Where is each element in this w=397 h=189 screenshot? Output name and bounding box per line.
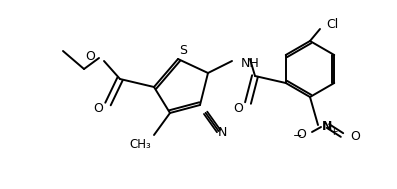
Text: O: O [85, 50, 95, 64]
Text: −: − [293, 131, 302, 141]
Text: Cl: Cl [326, 18, 338, 30]
Text: O: O [296, 129, 306, 142]
Text: N: N [322, 119, 332, 132]
Text: +: + [330, 127, 338, 137]
Text: S: S [179, 44, 187, 57]
Text: O: O [233, 101, 243, 115]
Text: CH₃: CH₃ [129, 139, 151, 152]
Text: N: N [218, 126, 227, 139]
Text: O: O [350, 129, 360, 143]
Text: O: O [93, 101, 103, 115]
Text: NH: NH [241, 57, 260, 70]
